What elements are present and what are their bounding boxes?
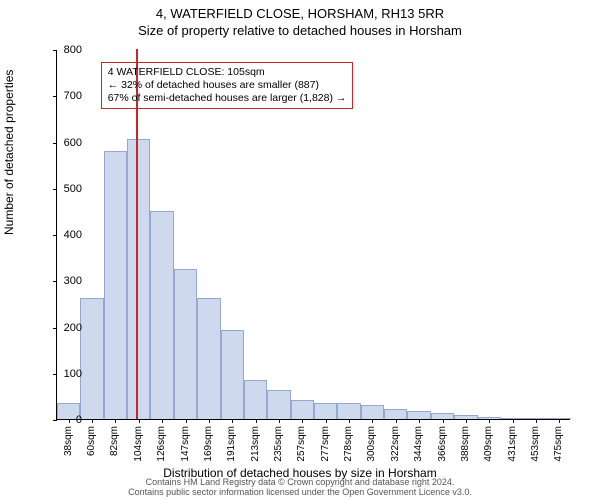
x-tick-mark	[559, 419, 560, 423]
y-tick-mark	[53, 328, 57, 329]
x-tick-label: 191sqm	[226, 426, 237, 462]
x-tick-mark	[513, 419, 514, 423]
histogram-bar	[267, 390, 290, 419]
x-tick-label: 60sqm	[86, 426, 97, 456]
x-tick-label: 213sqm	[250, 426, 261, 462]
x-tick-mark	[489, 419, 490, 423]
y-tick-mark	[53, 281, 57, 282]
page-title: 4, WATERFIELD CLOSE, HORSHAM, RH13 5RR	[0, 0, 600, 21]
x-tick-label: 82sqm	[109, 426, 120, 456]
x-tick-mark	[209, 419, 210, 423]
x-tick-label: 104sqm	[133, 426, 144, 462]
y-tick-mark	[53, 189, 57, 190]
x-tick-label: 300sqm	[366, 426, 377, 462]
x-tick-mark	[115, 419, 116, 423]
x-tick-mark	[69, 419, 70, 423]
footer-attribution: Contains HM Land Registry data © Crown c…	[0, 478, 600, 498]
x-tick-label: 453sqm	[530, 426, 541, 462]
annotation-line: ← 32% of detached houses are smaller (88…	[108, 79, 347, 92]
x-tick-mark	[139, 419, 140, 423]
x-tick-mark	[536, 419, 537, 423]
x-tick-mark	[466, 419, 467, 423]
histogram-bar	[291, 400, 314, 419]
histogram-bar	[407, 411, 430, 419]
x-tick-label: 431sqm	[507, 426, 518, 462]
histogram-bar	[314, 403, 337, 419]
y-tick-label: 800	[64, 44, 82, 56]
x-tick-label: 257sqm	[296, 426, 307, 462]
histogram-bar	[127, 139, 150, 419]
x-tick-label: 388sqm	[460, 426, 471, 462]
y-tick-mark	[53, 96, 57, 97]
y-tick-label: 600	[64, 137, 82, 149]
annotation-box: 4 WATERFIELD CLOSE: 105sqm← 32% of detac…	[101, 62, 354, 109]
x-tick-mark	[256, 419, 257, 423]
y-tick-label: 300	[64, 275, 82, 287]
histogram-bar	[221, 330, 244, 419]
x-tick-mark	[162, 419, 163, 423]
x-tick-label: 147sqm	[180, 426, 191, 462]
x-tick-label: 409sqm	[483, 426, 494, 462]
y-tick-mark	[53, 374, 57, 375]
x-tick-mark	[279, 419, 280, 423]
x-tick-label: 169sqm	[203, 426, 214, 462]
histogram-bar	[80, 298, 103, 419]
x-tick-mark	[349, 419, 350, 423]
x-tick-label: 344sqm	[413, 426, 424, 462]
y-tick-label: 200	[64, 322, 82, 334]
y-tick-mark	[53, 235, 57, 236]
x-tick-label: 322sqm	[390, 426, 401, 462]
annotation-line: 67% of semi-detached houses are larger (…	[108, 92, 347, 105]
y-tick-label: 400	[64, 229, 82, 241]
y-axis-label: Number of detached properties	[2, 70, 16, 235]
x-tick-mark	[186, 419, 187, 423]
x-tick-label: 277sqm	[320, 426, 331, 462]
x-tick-mark	[326, 419, 327, 423]
x-tick-mark	[396, 419, 397, 423]
histogram-bar	[174, 269, 197, 419]
histogram-bar	[150, 211, 173, 419]
y-tick-mark	[53, 50, 57, 51]
x-tick-label: 235sqm	[273, 426, 284, 462]
y-tick-mark	[53, 420, 57, 421]
y-tick-label: 100	[64, 368, 82, 380]
x-tick-label: 475sqm	[553, 426, 564, 462]
y-tick-label: 500	[64, 183, 82, 195]
histogram-bar	[384, 409, 407, 419]
page-subtitle: Size of property relative to detached ho…	[0, 21, 600, 38]
histogram-bar	[197, 298, 220, 419]
x-tick-mark	[419, 419, 420, 423]
y-tick-mark	[53, 143, 57, 144]
footer-line-2: Contains public sector information licen…	[0, 488, 600, 498]
chart-plot-area: 4 WATERFIELD CLOSE: 105sqm← 32% of detac…	[56, 50, 570, 420]
histogram-bar	[361, 405, 384, 419]
x-tick-label: 126sqm	[156, 426, 167, 462]
histogram-bar	[337, 403, 360, 419]
histogram-bar	[104, 151, 127, 419]
x-tick-mark	[302, 419, 303, 423]
x-tick-mark	[232, 419, 233, 423]
histogram-bar	[244, 380, 267, 419]
x-tick-mark	[92, 419, 93, 423]
y-tick-label: 700	[64, 90, 82, 102]
x-tick-label: 38sqm	[63, 426, 74, 456]
x-tick-label: 366sqm	[437, 426, 448, 462]
annotation-line: 4 WATERFIELD CLOSE: 105sqm	[108, 66, 347, 79]
x-tick-mark	[372, 419, 373, 423]
x-tick-label: 278sqm	[343, 426, 354, 462]
x-tick-mark	[443, 419, 444, 423]
y-tick-label: 0	[76, 414, 82, 426]
